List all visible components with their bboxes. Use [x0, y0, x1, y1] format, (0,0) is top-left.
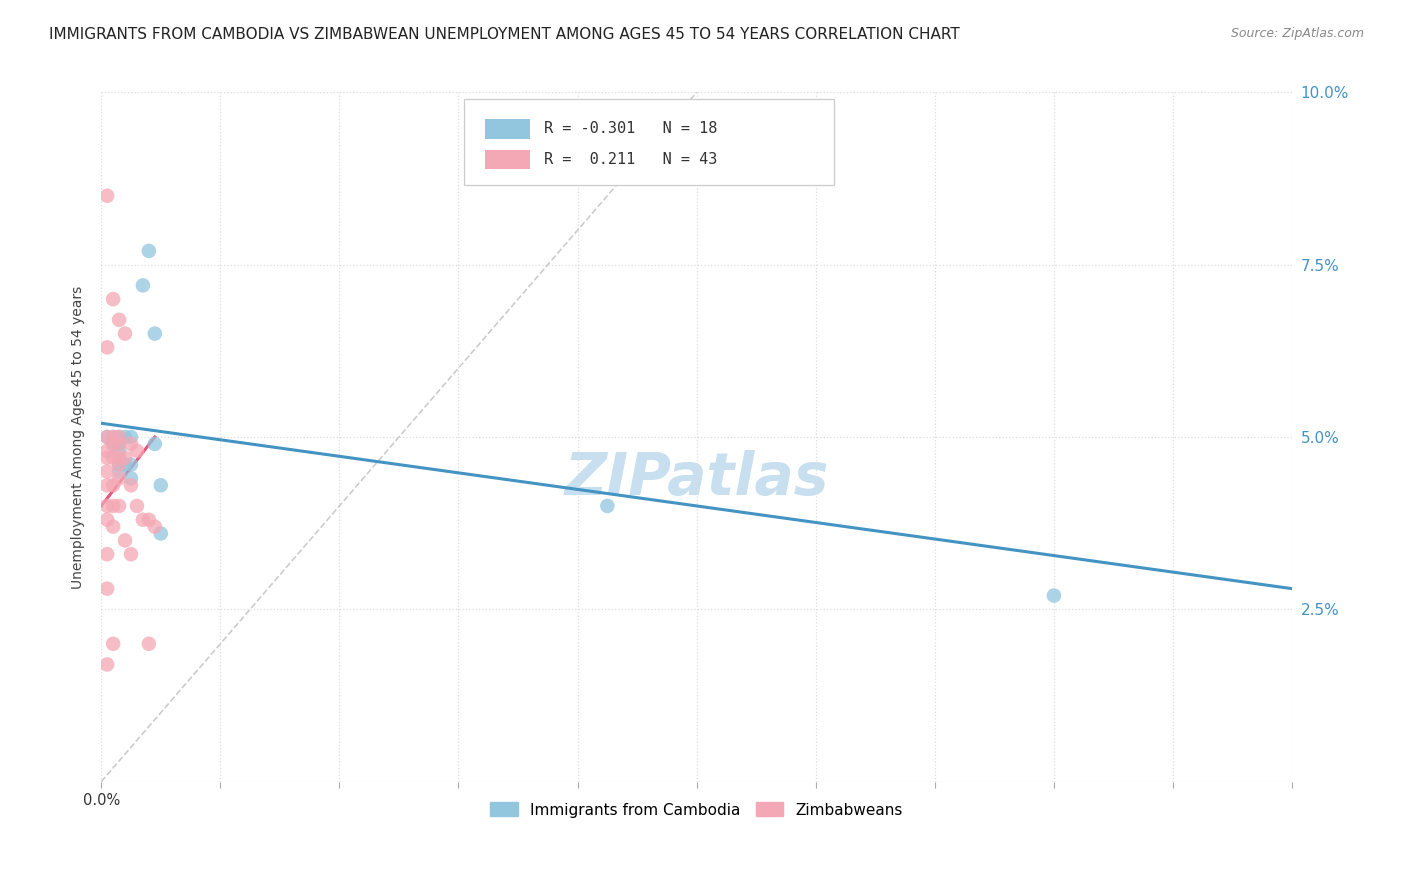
- Point: [101, 450, 124, 465]
- Point: [1043, 589, 1066, 603]
- Point: [96, 430, 118, 444]
- Point: [120, 458, 142, 472]
- Point: [101, 437, 124, 451]
- Point: [114, 430, 136, 444]
- Point: [108, 499, 131, 513]
- Point: [108, 458, 131, 472]
- Text: Source: ZipAtlas.com: Source: ZipAtlas.com: [1230, 27, 1364, 40]
- Point: [101, 292, 124, 306]
- Point: [108, 437, 131, 451]
- Point: [96, 478, 118, 492]
- Point: [138, 244, 160, 258]
- Point: [96, 465, 118, 479]
- Point: [143, 437, 166, 451]
- Point: [101, 430, 124, 444]
- Text: ZIPatlas: ZIPatlas: [564, 450, 830, 507]
- Point: [138, 513, 160, 527]
- Text: R = -0.301   N = 18: R = -0.301 N = 18: [544, 121, 717, 136]
- Point: [101, 478, 124, 492]
- Point: [143, 519, 166, 533]
- Text: IMMIGRANTS FROM CAMBODIA VS ZIMBABWEAN UNEMPLOYMENT AMONG AGES 45 TO 54 YEARS CO: IMMIGRANTS FROM CAMBODIA VS ZIMBABWEAN U…: [49, 27, 960, 42]
- Bar: [485, 150, 530, 169]
- Point: [101, 637, 124, 651]
- Point: [596, 499, 619, 513]
- Point: [96, 513, 118, 527]
- Point: [143, 326, 166, 341]
- Point: [108, 430, 131, 444]
- Point: [114, 533, 136, 548]
- Point: [108, 430, 131, 444]
- Bar: [485, 120, 530, 138]
- Point: [108, 450, 131, 465]
- Point: [108, 313, 131, 327]
- Point: [96, 499, 118, 513]
- Point: [96, 450, 118, 465]
- Y-axis label: Unemployment Among Ages 45 to 54 years: Unemployment Among Ages 45 to 54 years: [72, 285, 86, 589]
- Point: [114, 326, 136, 341]
- Point: [132, 278, 155, 293]
- Point: [108, 458, 131, 472]
- Point: [120, 437, 142, 451]
- Point: [96, 430, 118, 444]
- FancyBboxPatch shape: [464, 99, 834, 186]
- Point: [108, 443, 131, 458]
- Point: [101, 430, 124, 444]
- Point: [96, 582, 118, 596]
- Point: [108, 437, 131, 451]
- Point: [96, 657, 118, 672]
- Point: [149, 478, 172, 492]
- Point: [125, 443, 148, 458]
- Legend: Immigrants from Cambodia, Zimbabweans: Immigrants from Cambodia, Zimbabweans: [484, 797, 910, 823]
- Point: [138, 637, 160, 651]
- Point: [120, 471, 142, 485]
- Point: [96, 188, 118, 202]
- Point: [132, 513, 155, 527]
- Point: [101, 437, 124, 451]
- Point: [108, 471, 131, 485]
- Point: [96, 443, 118, 458]
- Point: [125, 499, 148, 513]
- Point: [96, 547, 118, 561]
- Point: [114, 450, 136, 465]
- Text: R =  0.211   N = 43: R = 0.211 N = 43: [544, 152, 717, 167]
- Point: [96, 340, 118, 354]
- Point: [114, 458, 136, 472]
- Point: [120, 547, 142, 561]
- Point: [120, 430, 142, 444]
- Point: [120, 478, 142, 492]
- Point: [101, 519, 124, 533]
- Point: [108, 465, 131, 479]
- Point: [149, 526, 172, 541]
- Point: [101, 499, 124, 513]
